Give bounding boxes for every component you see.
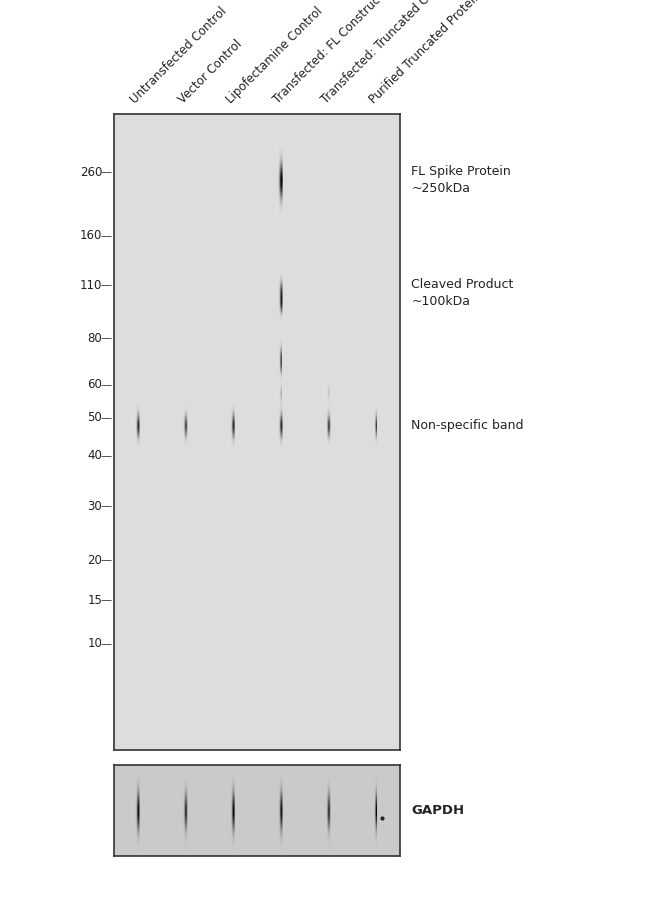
Text: GAPDH: GAPDH (411, 804, 465, 817)
Text: 15: 15 (87, 594, 102, 607)
Text: 50: 50 (87, 411, 102, 425)
Text: 60: 60 (87, 378, 102, 391)
Text: —: — (101, 413, 112, 423)
Text: —: — (101, 380, 112, 390)
Text: Vector Control: Vector Control (176, 37, 245, 106)
Text: 110: 110 (80, 279, 102, 292)
Text: Non-specific band: Non-specific band (411, 419, 524, 432)
Text: 80: 80 (87, 332, 102, 345)
Text: —: — (101, 501, 112, 511)
Text: 260: 260 (80, 165, 102, 179)
Text: —: — (101, 167, 112, 177)
Text: Purified Truncated Protein: Purified Truncated Protein (367, 0, 484, 106)
Text: Lipofectamine Control: Lipofectamine Control (224, 5, 325, 106)
Text: 160: 160 (80, 229, 102, 243)
Text: 10: 10 (87, 637, 102, 650)
Text: 20: 20 (87, 554, 102, 567)
Text: FL Spike Protein
~250kDa: FL Spike Protein ~250kDa (411, 165, 511, 195)
Text: —: — (101, 639, 112, 649)
Text: Transfected: FL Construct: Transfected: FL Construct (272, 0, 387, 106)
Text: 40: 40 (87, 449, 102, 463)
Text: —: — (101, 231, 112, 241)
Text: 30: 30 (87, 500, 102, 513)
Text: —: — (101, 451, 112, 461)
Text: Cleaved Product
~100kDa: Cleaved Product ~100kDa (411, 278, 514, 308)
Text: —: — (101, 555, 112, 565)
Text: Transfected: Truncated Construct: Transfected: Truncated Construct (319, 0, 467, 106)
Text: Untransfected Control: Untransfected Control (129, 5, 230, 106)
Text: —: — (101, 595, 112, 605)
Text: —: — (101, 334, 112, 344)
Text: —: — (101, 280, 112, 291)
